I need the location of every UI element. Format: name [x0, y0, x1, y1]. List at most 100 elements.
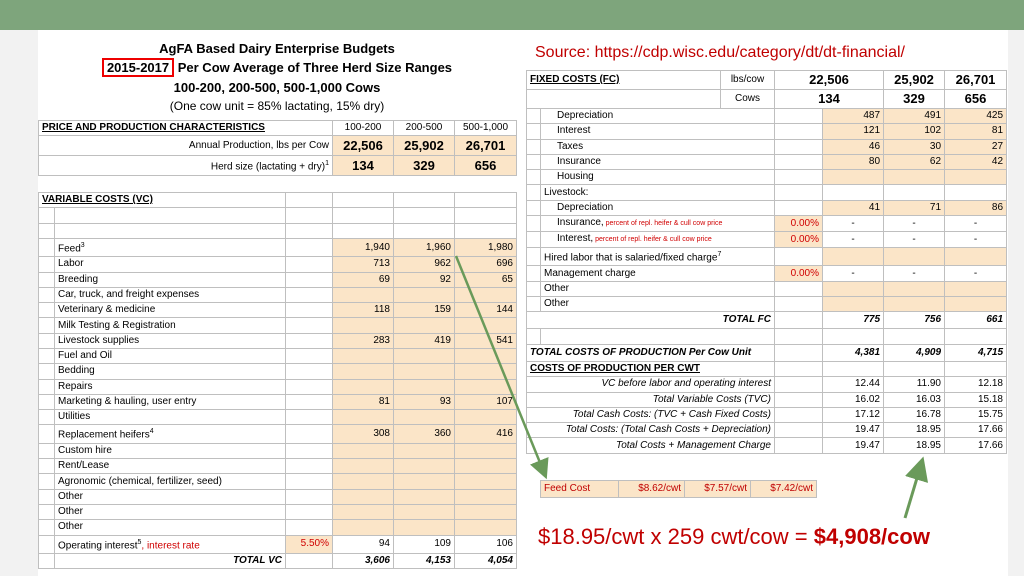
table-row: Interest, percent of repl. heifer & cull… — [526, 231, 1008, 249]
footnote-marker: 3 — [80, 241, 85, 249]
table-row: Custom hire — [38, 442, 517, 460]
cell-value — [454, 519, 517, 536]
table-row: Annual Production, lbs per Cow 22,506 25… — [38, 135, 517, 157]
table-row: TOTAL VC 3,606 4,153 4,054 — [38, 552, 517, 570]
left-margin — [0, 30, 38, 576]
price-production-table: PRICE AND PRODUCTION CHARACTERISTICS 100… — [38, 119, 517, 177]
row-label-text: Breeding — [58, 273, 99, 285]
feed-arrow — [454, 255, 549, 480]
cell-value — [332, 317, 394, 334]
row-label: Depreciation — [539, 199, 776, 217]
row-label: Herd size (lactating + dry)1 — [38, 155, 333, 177]
cell-value: 118 — [332, 302, 394, 319]
row-label-text: Labor — [58, 258, 84, 270]
cell-value: $8.62/cwt — [618, 480, 685, 498]
row-label-text: Insurance, — [557, 217, 604, 229]
cell-value: 329 — [883, 89, 946, 109]
fixed-costs-table: FIXED COSTS (FC) lbs/cow 22,506 25,902 2… — [525, 70, 1008, 362]
title-line1: AgFA Based Dairy Enterprise Budgets — [159, 41, 395, 56]
total-arrow — [903, 456, 929, 519]
cell-value: 42 — [944, 153, 1008, 171]
row-label-text: Hired labor that is salaried/fixed charg… — [544, 252, 718, 264]
cell-value: 93 — [393, 393, 455, 411]
cell-value: 144 — [454, 302, 517, 319]
table-row: Marketing & hauling, user entry 81 93 107 — [38, 393, 517, 411]
row-label-text: Other — [58, 506, 84, 518]
row-label-text: Interest — [557, 125, 591, 137]
row-label-text: Rent/Lease — [58, 460, 110, 472]
table-row: Operating interest5, interest rate 5.50% 9… — [38, 534, 517, 554]
price-header: PRICE AND PRODUCTION CHARACTERISTICS — [38, 119, 333, 137]
variable-costs-table: VARIABLE COSTS (VC) Feed3 1,940 1,960 1,980… — [38, 191, 517, 570]
title-line2-rest: Per Cow Average of Three Herd Size Range… — [174, 60, 453, 75]
cell-value: 30 — [883, 138, 946, 155]
herd-size-label: Herd size (lactating + dry) — [210, 161, 326, 173]
title-line3: 100-200, 200-500, 500-1,000 Cows — [173, 80, 381, 95]
row-label-text: Depreciation — [557, 201, 614, 213]
row-label: Operating interest5, interest rate — [54, 534, 286, 554]
cell-value — [393, 347, 455, 365]
cell-value: 134 — [332, 155, 394, 177]
row-label-text: Management charge — [544, 267, 636, 279]
table-row: Total Costs + Management Charge 19.47 18.9… — [526, 437, 1007, 454]
table-row: Agronomic (chemical, fertilizer, seed) — [38, 473, 517, 490]
table-row: TOTAL COSTS OF PRODUCTION Per Cow Unit 4,… — [525, 343, 1008, 362]
row-label-text: Other — [58, 521, 84, 533]
cell-value — [454, 488, 517, 506]
table-row: Labor 713 962 696 — [38, 256, 517, 273]
cell-empty — [944, 328, 1008, 345]
cell-value: 962 — [393, 256, 455, 273]
row-label-text: Replacement heifers — [58, 429, 150, 441]
row-label-text: Other — [544, 298, 570, 310]
table-row — [38, 207, 517, 224]
cell-value: 1,980 — [454, 237, 517, 258]
cell-value: 656 — [454, 155, 517, 177]
row-note: percent of repl. heifer & cull cow price — [593, 236, 712, 244]
cell-value: 17.66 — [944, 437, 1007, 454]
table-row: Feed Cost $8.62/cwt $7.57/cwt $7.42/cwt — [540, 480, 817, 498]
rate-value: 0.00% — [774, 215, 824, 233]
cell-empty — [822, 328, 885, 345]
table-row: Car, truck, and freight expenses — [38, 286, 517, 304]
row-label-text: Livestock: — [544, 186, 589, 198]
cell-value — [393, 519, 455, 536]
table-row: COSTS OF PRODUCTION PER CWT — [526, 360, 1007, 378]
interest-rate-label: , interest rate — [141, 539, 200, 551]
table-row: Total Cash Costs: (TVC + Cash Fixed Cost… — [526, 406, 1007, 424]
cell-value: 4,381 — [822, 343, 885, 362]
cell-value: 4,715 — [944, 343, 1008, 362]
row-label-text: Bedding — [58, 365, 95, 377]
cell-value: 102 — [883, 123, 946, 140]
cell-value: $7.57/cwt — [684, 480, 751, 498]
cost-formula: $18.95/cwt x 259 cwt/cow = $4,908/cow — [538, 524, 930, 550]
table-row: FIXED COSTS (FC) lbs/cow 22,506 25,902 2… — [525, 70, 1008, 90]
table-row — [526, 328, 1008, 345]
right-margin — [1008, 30, 1024, 576]
cell-value: 69 — [332, 271, 394, 288]
cell-value — [822, 247, 885, 267]
row-label-text: Veterinary & medicine — [58, 304, 156, 316]
cell-value: 696 — [454, 256, 517, 273]
cell-value: 27 — [944, 138, 1008, 155]
fc-body: FIXED COSTS (FC) lbs/cow 22,506 25,902 2… — [525, 70, 1008, 362]
row-label-text: Depreciation — [557, 110, 614, 122]
cell-value — [454, 409, 517, 426]
cell-value — [393, 317, 455, 334]
total-vc-label: TOTAL VC — [54, 552, 286, 570]
cell-value: 491 — [883, 107, 946, 125]
table-row: Other — [38, 503, 517, 521]
cell-value — [944, 295, 1008, 313]
col-header: 500-1,000 — [454, 119, 517, 137]
row-label-text: Other — [58, 490, 84, 502]
formula-result: $4,908/cow — [813, 524, 930, 549]
table-row: Rent/Lease — [38, 458, 517, 475]
cell-value: 92 — [393, 271, 455, 288]
row-label-text: Housing — [557, 171, 594, 183]
total-production-label: TOTAL COSTS OF PRODUCTION Per Cow Unit — [525, 343, 776, 362]
cell-value — [332, 488, 394, 506]
cell-value — [822, 169, 885, 186]
cell-value — [393, 286, 455, 304]
row-label-text: Livestock supplies — [58, 334, 140, 346]
year-highlight: 2015-2017 — [101, 58, 175, 77]
cell-value — [393, 473, 455, 490]
